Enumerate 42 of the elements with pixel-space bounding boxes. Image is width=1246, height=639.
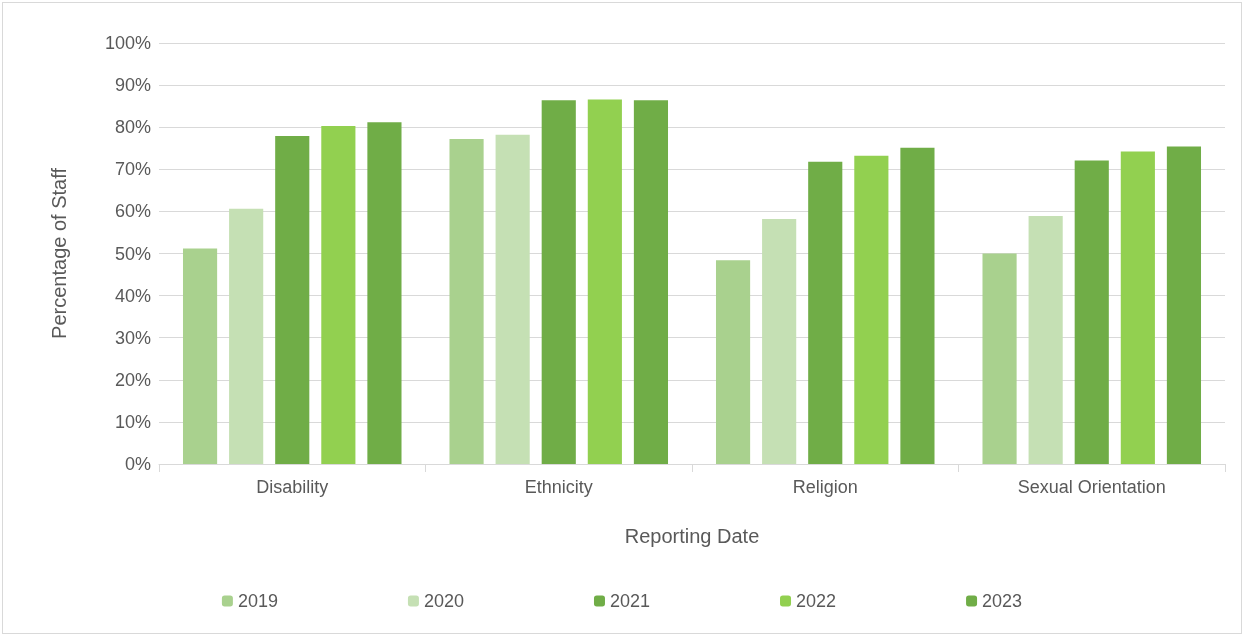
- bar: [1074, 160, 1109, 464]
- y-tick-label: 40%: [114, 285, 151, 306]
- y-tick-label: 60%: [114, 201, 151, 222]
- bar: [321, 125, 356, 464]
- legend-label: 2023: [982, 591, 1023, 611]
- bar: [900, 147, 935, 464]
- y-tick-label: 30%: [114, 327, 151, 348]
- bar: [1120, 151, 1155, 464]
- bar: [541, 100, 576, 464]
- bar: [762, 218, 797, 464]
- y-tick-label: 100%: [104, 33, 151, 53]
- bar: [182, 248, 218, 464]
- bar: [808, 161, 843, 464]
- legend-label: 2019: [237, 591, 278, 611]
- bar: [1166, 146, 1202, 464]
- bar: [367, 122, 402, 464]
- bar: [1028, 216, 1063, 464]
- y-tick-label: 90%: [114, 75, 151, 96]
- y-axis-title: Percentage of Staff: [48, 167, 70, 339]
- bar: [449, 138, 484, 464]
- bar: [275, 136, 310, 464]
- x-tick-label: Sexual Orientation: [1017, 477, 1166, 497]
- bar: [854, 155, 889, 464]
- bar: [982, 253, 1017, 464]
- legend-label: 2020: [423, 591, 464, 611]
- y-tick-label: 80%: [114, 117, 151, 138]
- bar: [587, 99, 622, 464]
- y-tick-label: 70%: [114, 159, 151, 180]
- bar: [229, 208, 264, 464]
- legend-label: 2021: [609, 591, 651, 611]
- x-tick-label: Ethnicity: [524, 477, 593, 497]
- x-tick-label: Disability: [256, 477, 329, 497]
- y-tick-label: 50%: [114, 243, 151, 264]
- x-axis-title: Reporting Date: [624, 525, 760, 547]
- bar: [495, 134, 530, 464]
- y-tick-label: 0%: [124, 454, 151, 474]
- bar: [633, 100, 669, 464]
- bar: [715, 260, 751, 464]
- legend-label: 2022: [796, 591, 837, 611]
- y-tick-label: 10%: [114, 411, 151, 432]
- y-tick-label: 20%: [114, 369, 151, 390]
- x-tick-label: Religion: [792, 477, 858, 497]
